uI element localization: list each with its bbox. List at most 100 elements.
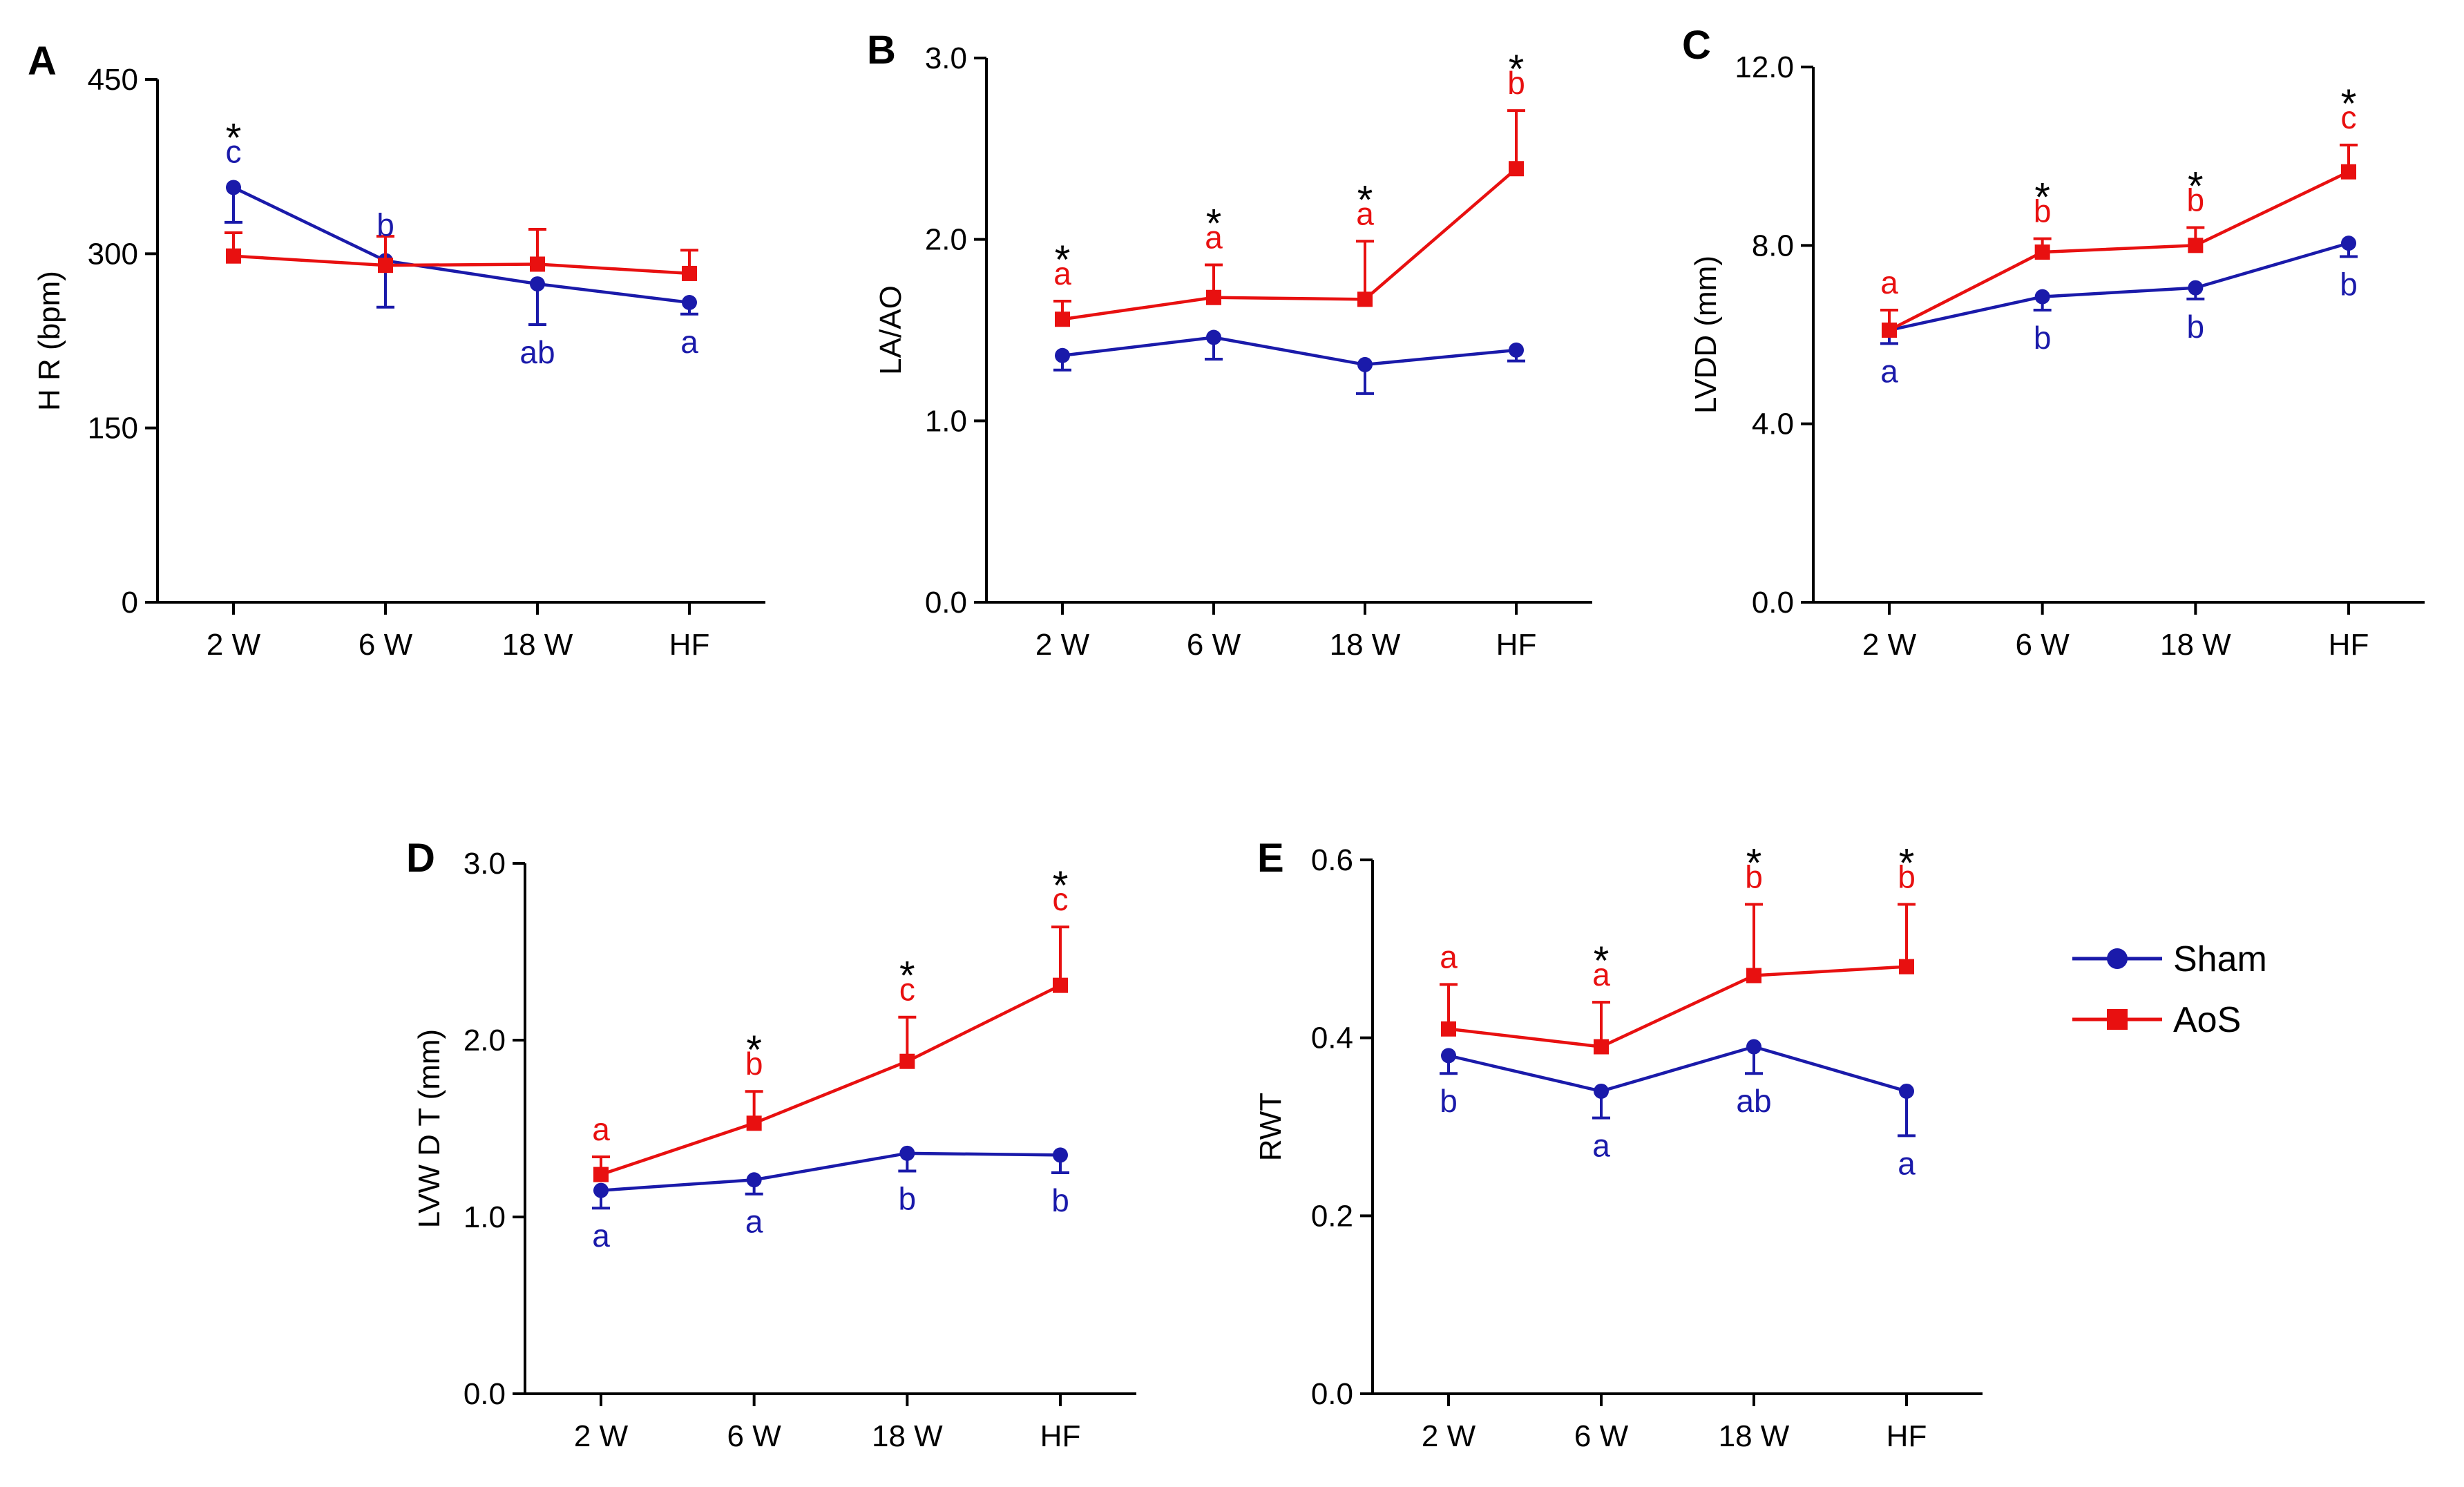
sig-letter-sham: ab bbox=[1736, 1083, 1771, 1119]
data-point-aos bbox=[1882, 323, 1897, 338]
data-point-sham bbox=[899, 1145, 915, 1161]
significance-star: * bbox=[746, 1028, 762, 1073]
data-point-sham bbox=[1357, 356, 1373, 372]
panel-letter: A bbox=[28, 39, 57, 84]
x-tick-label: HF bbox=[2329, 628, 2369, 662]
sig-letter-aos: c bbox=[2341, 99, 2357, 135]
panel-letter: E bbox=[1257, 836, 1284, 881]
data-point-sham bbox=[1899, 1083, 1914, 1099]
y-tick-label: 0 bbox=[122, 586, 138, 620]
y-tick-label: 0.0 bbox=[464, 1377, 506, 1411]
data-point-sham bbox=[682, 294, 697, 310]
series-line-sham bbox=[233, 186, 690, 305]
sig-letter-sham: a bbox=[1880, 353, 1898, 389]
x-tick-label: 6 W bbox=[1574, 1419, 1629, 1453]
significance-star: * bbox=[2341, 81, 2357, 126]
y-tick-label: 450 bbox=[88, 63, 138, 97]
series-line-sham bbox=[1448, 1045, 1907, 1093]
sig-letter-sham: a bbox=[1898, 1145, 1916, 1181]
data-point-sham bbox=[593, 1182, 609, 1198]
sig-letter-sham: ab bbox=[519, 334, 555, 370]
data-point-aos bbox=[2341, 164, 2356, 180]
data-point-aos bbox=[226, 248, 241, 264]
data-point-sham bbox=[1746, 1039, 1761, 1055]
x-tick-label: HF bbox=[1887, 1419, 1927, 1453]
x-tick-label: 6 W bbox=[727, 1419, 782, 1453]
x-tick-label: 18 W bbox=[1330, 628, 1401, 662]
sig-letter-aos: b bbox=[745, 1046, 763, 1082]
sig-letter-sham: a bbox=[745, 1204, 763, 1240]
series-line-aos bbox=[1448, 965, 1907, 1048]
y-tick-label: 3.0 bbox=[464, 847, 506, 881]
data-point-aos bbox=[1441, 1021, 1456, 1037]
sig-letter-sham: b bbox=[2340, 266, 2358, 302]
y-tick-label: 0.0 bbox=[1752, 586, 1794, 620]
significance-star: * bbox=[1746, 841, 1762, 885]
y-tick-label: 300 bbox=[88, 237, 138, 271]
data-point-sham bbox=[1594, 1083, 1609, 1099]
legend-marker-square bbox=[2107, 1009, 2128, 1030]
data-point-aos bbox=[1746, 968, 1761, 984]
sig-letter-aos: a bbox=[592, 1111, 610, 1147]
data-point-aos bbox=[899, 1053, 915, 1069]
sig-letter-aos: a bbox=[1356, 195, 1374, 231]
x-tick-label: 18 W bbox=[872, 1419, 943, 1453]
series-line-sham bbox=[1062, 336, 1517, 367]
data-point-sham bbox=[1206, 329, 1221, 345]
significance-star: * bbox=[899, 954, 915, 999]
y-axis-label: RWT bbox=[1254, 1093, 1288, 1161]
significance-star: * bbox=[1055, 238, 1071, 282]
series-line-aos bbox=[1062, 167, 1518, 321]
data-point-aos bbox=[1053, 977, 1068, 993]
x-tick-label: 2 W bbox=[1035, 628, 1090, 662]
x-tick-label: 6 W bbox=[2016, 628, 2070, 662]
sig-letter-sham: b bbox=[1051, 1182, 1069, 1218]
y-tick-label: 4.0 bbox=[1752, 407, 1794, 441]
data-point-aos bbox=[1055, 311, 1070, 327]
series-line-aos bbox=[1888, 170, 2349, 332]
y-tick-label: 3.0 bbox=[925, 41, 967, 75]
data-point-sham bbox=[2188, 280, 2204, 296]
y-tick-label: 1.0 bbox=[925, 404, 967, 438]
y-tick-label: 0.4 bbox=[1311, 1021, 1353, 1055]
sig-letter-sham: a bbox=[680, 324, 698, 360]
sig-letter-aos: b bbox=[2034, 193, 2052, 229]
data-point-sham bbox=[1509, 342, 1524, 358]
data-point-sham bbox=[1441, 1048, 1456, 1064]
significance-star: * bbox=[1053, 863, 1069, 908]
x-tick-label: 2 W bbox=[207, 628, 261, 662]
sig-letter-aos: a bbox=[1880, 265, 1898, 300]
sig-letter-aos: b bbox=[1507, 65, 1525, 101]
data-point-aos bbox=[1206, 289, 1221, 305]
y-axis-label: LVDD (mm) bbox=[1689, 256, 1723, 414]
legend-marker-circle bbox=[2107, 948, 2128, 969]
sig-letter-sham: b bbox=[1440, 1083, 1458, 1119]
data-point-aos bbox=[1899, 959, 1914, 975]
significance-star: * bbox=[2188, 164, 2204, 209]
x-tick-label: 2 W bbox=[1862, 628, 1917, 662]
y-axis-label: LVW D T (mm) bbox=[412, 1029, 446, 1228]
sig-letter-aos: b bbox=[2187, 182, 2205, 218]
sig-letter-aos: b bbox=[1745, 858, 1763, 894]
sig-letter-aos: c bbox=[899, 972, 915, 1008]
data-point-sham bbox=[1053, 1147, 1068, 1163]
series-line-aos bbox=[233, 254, 690, 276]
data-point-aos bbox=[2034, 244, 2050, 260]
significance-star: * bbox=[226, 115, 242, 160]
data-point-aos bbox=[2188, 238, 2204, 253]
series-line-sham bbox=[600, 1151, 1061, 1192]
x-tick-label: 18 W bbox=[1719, 1419, 1790, 1453]
sig-letter-sham: b bbox=[899, 1180, 917, 1216]
sig-letter-aos: a bbox=[1440, 939, 1458, 975]
y-tick-label: 12.0 bbox=[1735, 50, 1794, 84]
sig-letter-aos: c bbox=[1053, 881, 1069, 917]
legend-label: AoS bbox=[2173, 1000, 2241, 1040]
y-tick-label: 2.0 bbox=[925, 223, 967, 257]
sig-letter-sham: c bbox=[226, 133, 242, 169]
data-point-aos bbox=[1509, 161, 1524, 177]
y-tick-label: 8.0 bbox=[1752, 229, 1794, 262]
panel-letter: D bbox=[406, 836, 435, 881]
y-axis-label: LA/AO bbox=[874, 285, 908, 375]
